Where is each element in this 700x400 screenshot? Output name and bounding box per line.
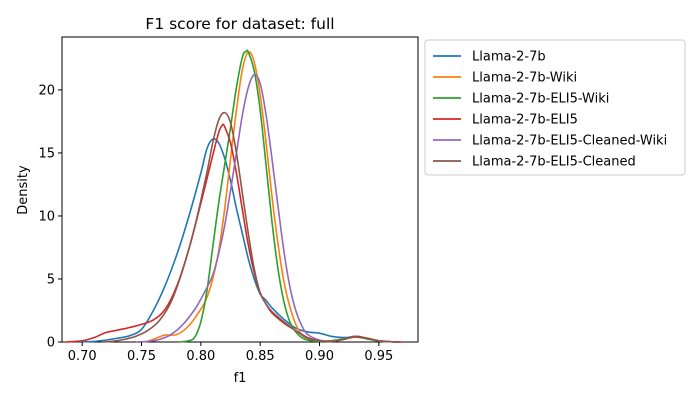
y-tick-label: 0 — [47, 336, 55, 351]
x-tick-label: 0.85 — [246, 349, 275, 364]
legend-frame — [424, 39, 686, 176]
y-tick-label: 10 — [38, 209, 55, 224]
x-axis-ticks: 0.70 0.75 0.80 0.85 0.90 0.95 — [68, 342, 393, 364]
y-axis-ticks: 0 5 10 15 20 — [38, 83, 62, 351]
x-tick-label: 0.95 — [364, 349, 393, 364]
x-tick-label: 0.75 — [127, 349, 156, 364]
legend-label: Llama-2-7b-ELI5-Cleaned — [472, 155, 636, 170]
chart-title: F1 score for dataset: full — [145, 15, 334, 33]
legend-label: Llama-2-7b-ELI5 — [472, 113, 578, 128]
y-axis-title: Density — [16, 165, 31, 215]
y-tick-label: 5 — [47, 272, 55, 287]
legend-label: Llama-2-7b-ELI5-Wiki — [472, 92, 609, 107]
series-line-1 — [77, 137, 400, 343]
legend: Llama-2-7b Llama-2-7b-Wiki Llama-2-7b-ELI5… — [424, 39, 686, 176]
y-tick-label: 15 — [38, 146, 55, 161]
x-tick-label: 0.70 — [68, 349, 97, 364]
series-layer — [64, 49, 404, 343]
legend-label: Llama-2-7b-Wiki — [472, 71, 577, 86]
legend-label: Llama-2-7b-ELI5-Cleaned-Wiki — [472, 134, 667, 149]
plot-area — [61, 36, 419, 343]
x-axis-title: f1 — [234, 371, 247, 386]
legend-label: Llama-2-7b — [472, 50, 546, 65]
legend-items: Llama-2-7b Llama-2-7b-Wiki Llama-2-7b-ELI5… — [433, 50, 667, 170]
x-tick-label: 0.90 — [305, 349, 334, 364]
y-tick-label: 20 — [38, 83, 55, 98]
series-line-6 — [101, 111, 400, 343]
x-tick-label: 0.80 — [186, 349, 215, 364]
